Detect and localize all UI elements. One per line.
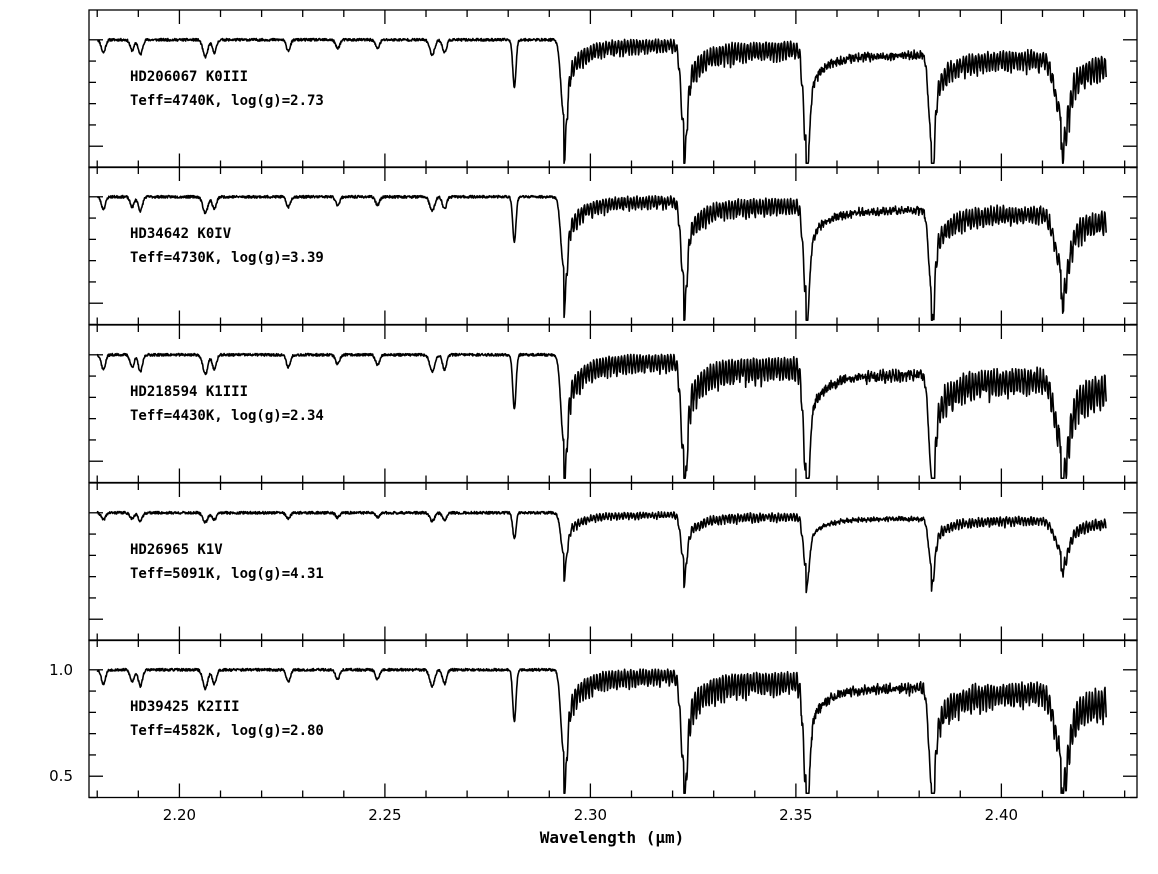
spectrum-line — [96, 37, 1107, 165]
spectrum-line — [96, 510, 1107, 594]
y-tick-label: 0.5 — [49, 767, 73, 785]
star-name-label: HD206067 K0III — [130, 69, 248, 85]
star-name-label: HD218594 K1III — [130, 384, 248, 400]
panel-frame — [88, 482, 1138, 642]
star-params-label: Teff=4730K, log(g)=3.39 — [130, 250, 324, 266]
spectrum-line — [96, 194, 1107, 322]
panel-frame — [88, 324, 1138, 484]
spectrum-panel: HD218594 K1III Teff=4430K, log(g)=2.34 — [88, 324, 1138, 484]
star-params-label: Teff=4582K, log(g)=2.80 — [130, 723, 324, 739]
x-tick-label: 2.25 — [368, 806, 401, 824]
spectrum-panels: HD206067 K0III Teff=4740K, log(g)=2.73 HD3… — [49, 9, 1138, 799]
x-tick-label: 2.20 — [163, 806, 196, 824]
star-params-label: Teff=4430K, log(g)=2.34 — [130, 408, 324, 424]
x-tick-label: 2.35 — [779, 806, 812, 824]
star-params-label: Teff=4740K, log(g)=2.73 — [130, 93, 324, 109]
star-name-label: HD34642 K0IV — [130, 226, 232, 242]
x-tick-labels: 2.20 2.25 2.30 2.35 2.40 — [163, 806, 1018, 824]
spectrum-panel: HD34642 K0IV Teff=4730K, log(g)=3.39 — [88, 166, 1138, 326]
panel-frame — [88, 639, 1138, 799]
x-tick-label: 2.40 — [985, 806, 1018, 824]
spectrum-panel: HD206067 K0III Teff=4740K, log(g)=2.73 — [88, 9, 1138, 169]
star-params-label: Teff=5091K, log(g)=4.31 — [130, 566, 324, 582]
x-axis-title: Wavelength (μm) — [540, 828, 685, 847]
star-name-label: HD26965 K1V — [130, 542, 223, 558]
y-tick-label: 1.0 — [49, 661, 73, 679]
panel-frame — [88, 166, 1138, 326]
spectrum-panel: HD26965 K1V Teff=5091K, log(g)=4.31 — [88, 482, 1138, 642]
spectrum-line — [96, 352, 1107, 480]
x-tick-label: 2.30 — [574, 806, 607, 824]
panel-frame — [88, 9, 1138, 169]
spectrum-panel: HD39425 K2III Teff=4582K, log(g)=2.80 1.0 0… — [49, 639, 1138, 799]
star-name-label: HD39425 K2III — [130, 699, 240, 715]
spectrum-line — [96, 667, 1107, 795]
